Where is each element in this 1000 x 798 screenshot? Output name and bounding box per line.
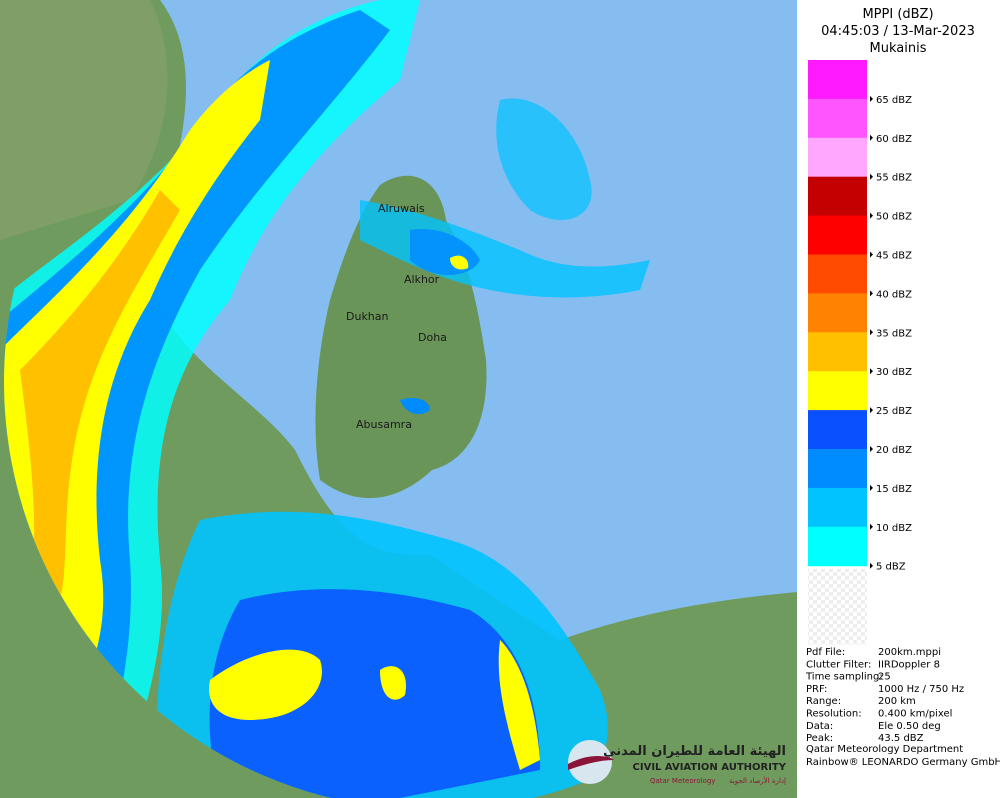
info-value: 25 <box>878 672 891 683</box>
place-label: Alruwais <box>378 202 425 215</box>
info-key: Clutter Filter: <box>806 659 871 670</box>
legend-swatch <box>808 487 867 528</box>
legend-swatch <box>808 371 867 411</box>
legend-label: 5 dBZ <box>876 562 906 573</box>
legend-tick <box>870 368 873 375</box>
legend-tick <box>870 407 873 414</box>
logo-arabic-title: الهيئة العامة للطيران المدني <box>603 744 786 759</box>
legend-label: 20 dBZ <box>876 445 912 456</box>
place-label: Doha <box>418 331 447 344</box>
legend-swatch <box>808 98 867 139</box>
legend-tick <box>870 134 873 141</box>
legend-swatch <box>808 526 867 567</box>
logo-sub-ar: إدارة الأرصاد الجوية <box>729 776 786 785</box>
info-value: 1000 Hz / 750 Hz <box>878 684 964 695</box>
legend-label: 55 dBZ <box>876 173 912 184</box>
place-label: Alkhor <box>404 273 440 286</box>
panel-time: 04:45:03 / 13-Mar-2023 <box>821 24 975 39</box>
info-value: 200 km <box>878 696 916 707</box>
info-key: Peak: <box>806 733 833 744</box>
legend-tick <box>870 251 873 258</box>
logo-swoosh <box>568 756 614 770</box>
info-key: Resolution: <box>806 709 862 720</box>
legend-swatch <box>808 176 867 217</box>
land-outer <box>0 0 168 240</box>
legend-label: 15 dBZ <box>876 484 912 495</box>
legend-swatch <box>808 449 867 489</box>
legend-tick <box>870 290 873 297</box>
legend-tick <box>870 562 873 569</box>
legend-tick <box>870 484 873 491</box>
precipitation <box>4 0 650 798</box>
legend-label: 50 dBZ <box>876 212 912 223</box>
legend-label: 10 dBZ <box>876 523 912 534</box>
info-key: Range: <box>806 696 841 707</box>
legend-label: 60 dBZ <box>876 134 912 145</box>
panel-site: Mukainis <box>870 41 927 56</box>
legend-tick <box>870 173 873 180</box>
legend-swatch <box>808 215 867 255</box>
legend-swatch <box>808 60 867 100</box>
legend-swatch <box>808 410 867 450</box>
info-value: 200km.mppi <box>878 647 941 658</box>
info-value: 43.5 dBZ <box>878 733 924 744</box>
legend-swatch <box>808 293 867 333</box>
info-value: IIRDoppler 8 <box>878 659 940 670</box>
legend-label: 25 dBZ <box>876 406 912 417</box>
info-key: Pdf File: <box>806 647 845 658</box>
legend-label: 40 dBZ <box>876 289 912 300</box>
side-panel: MPPI (dBZ) 04:45:03 / 13-Mar-2023 Mukain… <box>797 0 1000 798</box>
legend-tick <box>870 95 873 102</box>
info-key: Data: <box>806 721 833 732</box>
place-label: Dukhan <box>346 310 389 323</box>
legend-label: 65 dBZ <box>876 95 912 106</box>
info-value: 0.400 km/pixel <box>878 709 952 720</box>
logo: الهيئة العامة للطيران المدني CIVIL AVIAT… <box>568 740 787 785</box>
legend-tick <box>870 446 873 452</box>
info-value: Ele 0.50 deg <box>878 721 941 732</box>
logo-sub-en: Qatar Meteorology <box>650 777 715 785</box>
legend-tick <box>870 523 873 530</box>
info-footer: Rainbow® LEONARDO Germany GmbH <box>806 757 1000 768</box>
legend-label: 30 dBZ <box>876 367 912 378</box>
info-key: Time sampling: <box>805 672 883 683</box>
legend-label: 35 dBZ <box>876 328 912 339</box>
panel-title: MPPI (dBZ) <box>862 7 933 22</box>
info-key: PRF: <box>806 684 827 695</box>
place-label: Abusamra <box>356 418 412 431</box>
legend-tick <box>870 212 873 219</box>
legend-swatch <box>808 254 867 294</box>
legend-empty-swatch <box>808 568 867 645</box>
legend-tick <box>870 329 873 336</box>
radar-map: Alruwais Alkhor Dukhan Doha Abusamra اله… <box>0 0 797 798</box>
logo-title: CIVIL AVIATION AUTHORITY <box>633 762 787 773</box>
legend-swatch <box>808 137 867 178</box>
legend-label: 45 dBZ <box>876 251 912 262</box>
info-footer: Qatar Meteorology Department <box>806 744 963 755</box>
legend-swatch <box>808 332 867 372</box>
